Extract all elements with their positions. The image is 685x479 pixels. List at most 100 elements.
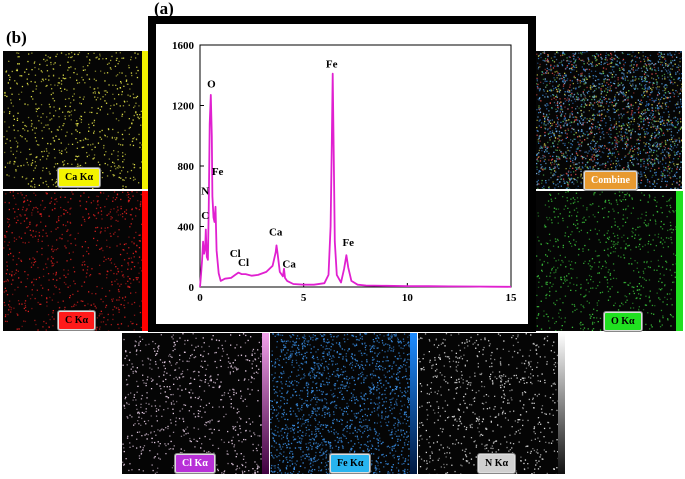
ca-map-dot [16,150,18,152]
cl-map-dot [244,470,246,473]
cl-map-dot [184,472,186,474]
fe-map-dot [358,350,360,352]
ca-map-dot [71,143,74,145]
fe-map-dot [358,442,360,444]
fe-map-dot [307,382,309,384]
ca-map-dot [114,137,116,139]
cl-map-dot [159,458,161,460]
cl-map-dot [223,394,225,396]
cl-map-dot [221,472,223,474]
fe-map-dot [291,457,293,459]
fe-map-dot [400,409,402,411]
fe-map-dot [311,468,314,471]
cl-map-dot [229,373,231,375]
fe-map-dot [354,365,357,368]
fe-map-dot [381,442,383,445]
ca-map-dot [86,74,88,76]
n-map-dot [538,346,540,348]
cl-map-dot [251,389,253,391]
c-map-dot [133,329,135,331]
c-map-dot [33,192,35,194]
ca-map-dot [103,144,105,147]
fe-map-dot [270,408,272,410]
fe-map-dot [316,459,318,462]
ca-map-dot [79,102,81,104]
combine-map-dot [577,129,580,131]
ca-map-dot [25,158,28,160]
fe-map-dot [377,407,379,409]
fe-map-dot [315,446,317,449]
c-map-dot [63,213,65,215]
fe-map-dot [304,421,307,423]
fe-map-dot [306,429,308,431]
ca-map-dot [8,175,10,177]
fe-map-dot [313,397,315,399]
ca-map-dot [121,91,123,93]
ca-map-dot [9,111,11,113]
fe-map-dot [361,397,363,399]
cl-map-dot [253,378,255,380]
combine-map-dot [652,113,655,115]
c-map-dot [124,211,126,213]
c-map-dot [106,245,108,248]
cl-map-dot [200,354,202,356]
combine-map-dot [548,113,551,115]
fe-map-dot [383,401,385,403]
combine-map-dot [598,83,600,85]
ca-map-dot [88,126,90,129]
ca-map-dot [5,71,7,73]
cl-map-dot [197,397,199,400]
n-map-dot [448,358,451,360]
cl-map-dot [166,372,168,374]
fe-map-dot [322,451,325,453]
ca-map-dot [124,129,126,132]
fe-map-dot [324,334,326,336]
fe-map-dot [346,421,348,423]
cl-map-dot [213,381,215,383]
ca-map-dot [135,102,137,104]
c-map-dot [38,231,40,234]
cl-map-dot [165,378,167,381]
n-map-dot [448,389,450,391]
c-map-dot [128,286,130,288]
c-map-dot [140,326,142,329]
cl-map-dot [155,434,157,436]
cl-map-dot [151,441,153,443]
c-map-dot [12,255,15,257]
n-map-dot [454,419,456,421]
ca-map-dot [123,85,125,87]
cl-map-dot [176,362,178,364]
cl-map-dot [125,350,127,352]
combine-map-dot [650,87,652,90]
c-map-dot [141,270,143,272]
fe-map-dot [291,371,293,373]
ca-map-dot [54,182,57,184]
fe-map-dot [379,334,381,336]
c-map-dot [24,320,27,323]
fe-map-dot [287,390,289,392]
fe-map-dot [400,400,402,402]
ca-map-dot [117,151,119,153]
fe-badge: Fe Kα [330,454,371,473]
n-map-dot [546,363,548,365]
fe-map-dot [334,388,336,390]
fe-map-dot [371,350,373,353]
fe-map-dot [303,340,306,342]
fe-map-dot [394,417,396,419]
fe-map-dot [354,435,357,437]
n-map-dot [545,451,547,453]
c-map-dot [123,249,125,251]
ca-map-dot [86,56,88,58]
c-map-dot [27,295,29,297]
combine-map-dot [598,146,600,149]
combine-map-dot [603,147,605,149]
ca-map-dot [93,132,95,134]
cl-map-dot [175,363,177,365]
combine-map-dot [565,137,567,139]
n-map-dot [533,427,535,430]
cl-map-dot [170,440,172,443]
ca-map-dot [133,176,135,178]
n-map-dot [534,432,536,435]
n-map-dot [502,348,504,350]
fe-map-dot [391,412,393,415]
